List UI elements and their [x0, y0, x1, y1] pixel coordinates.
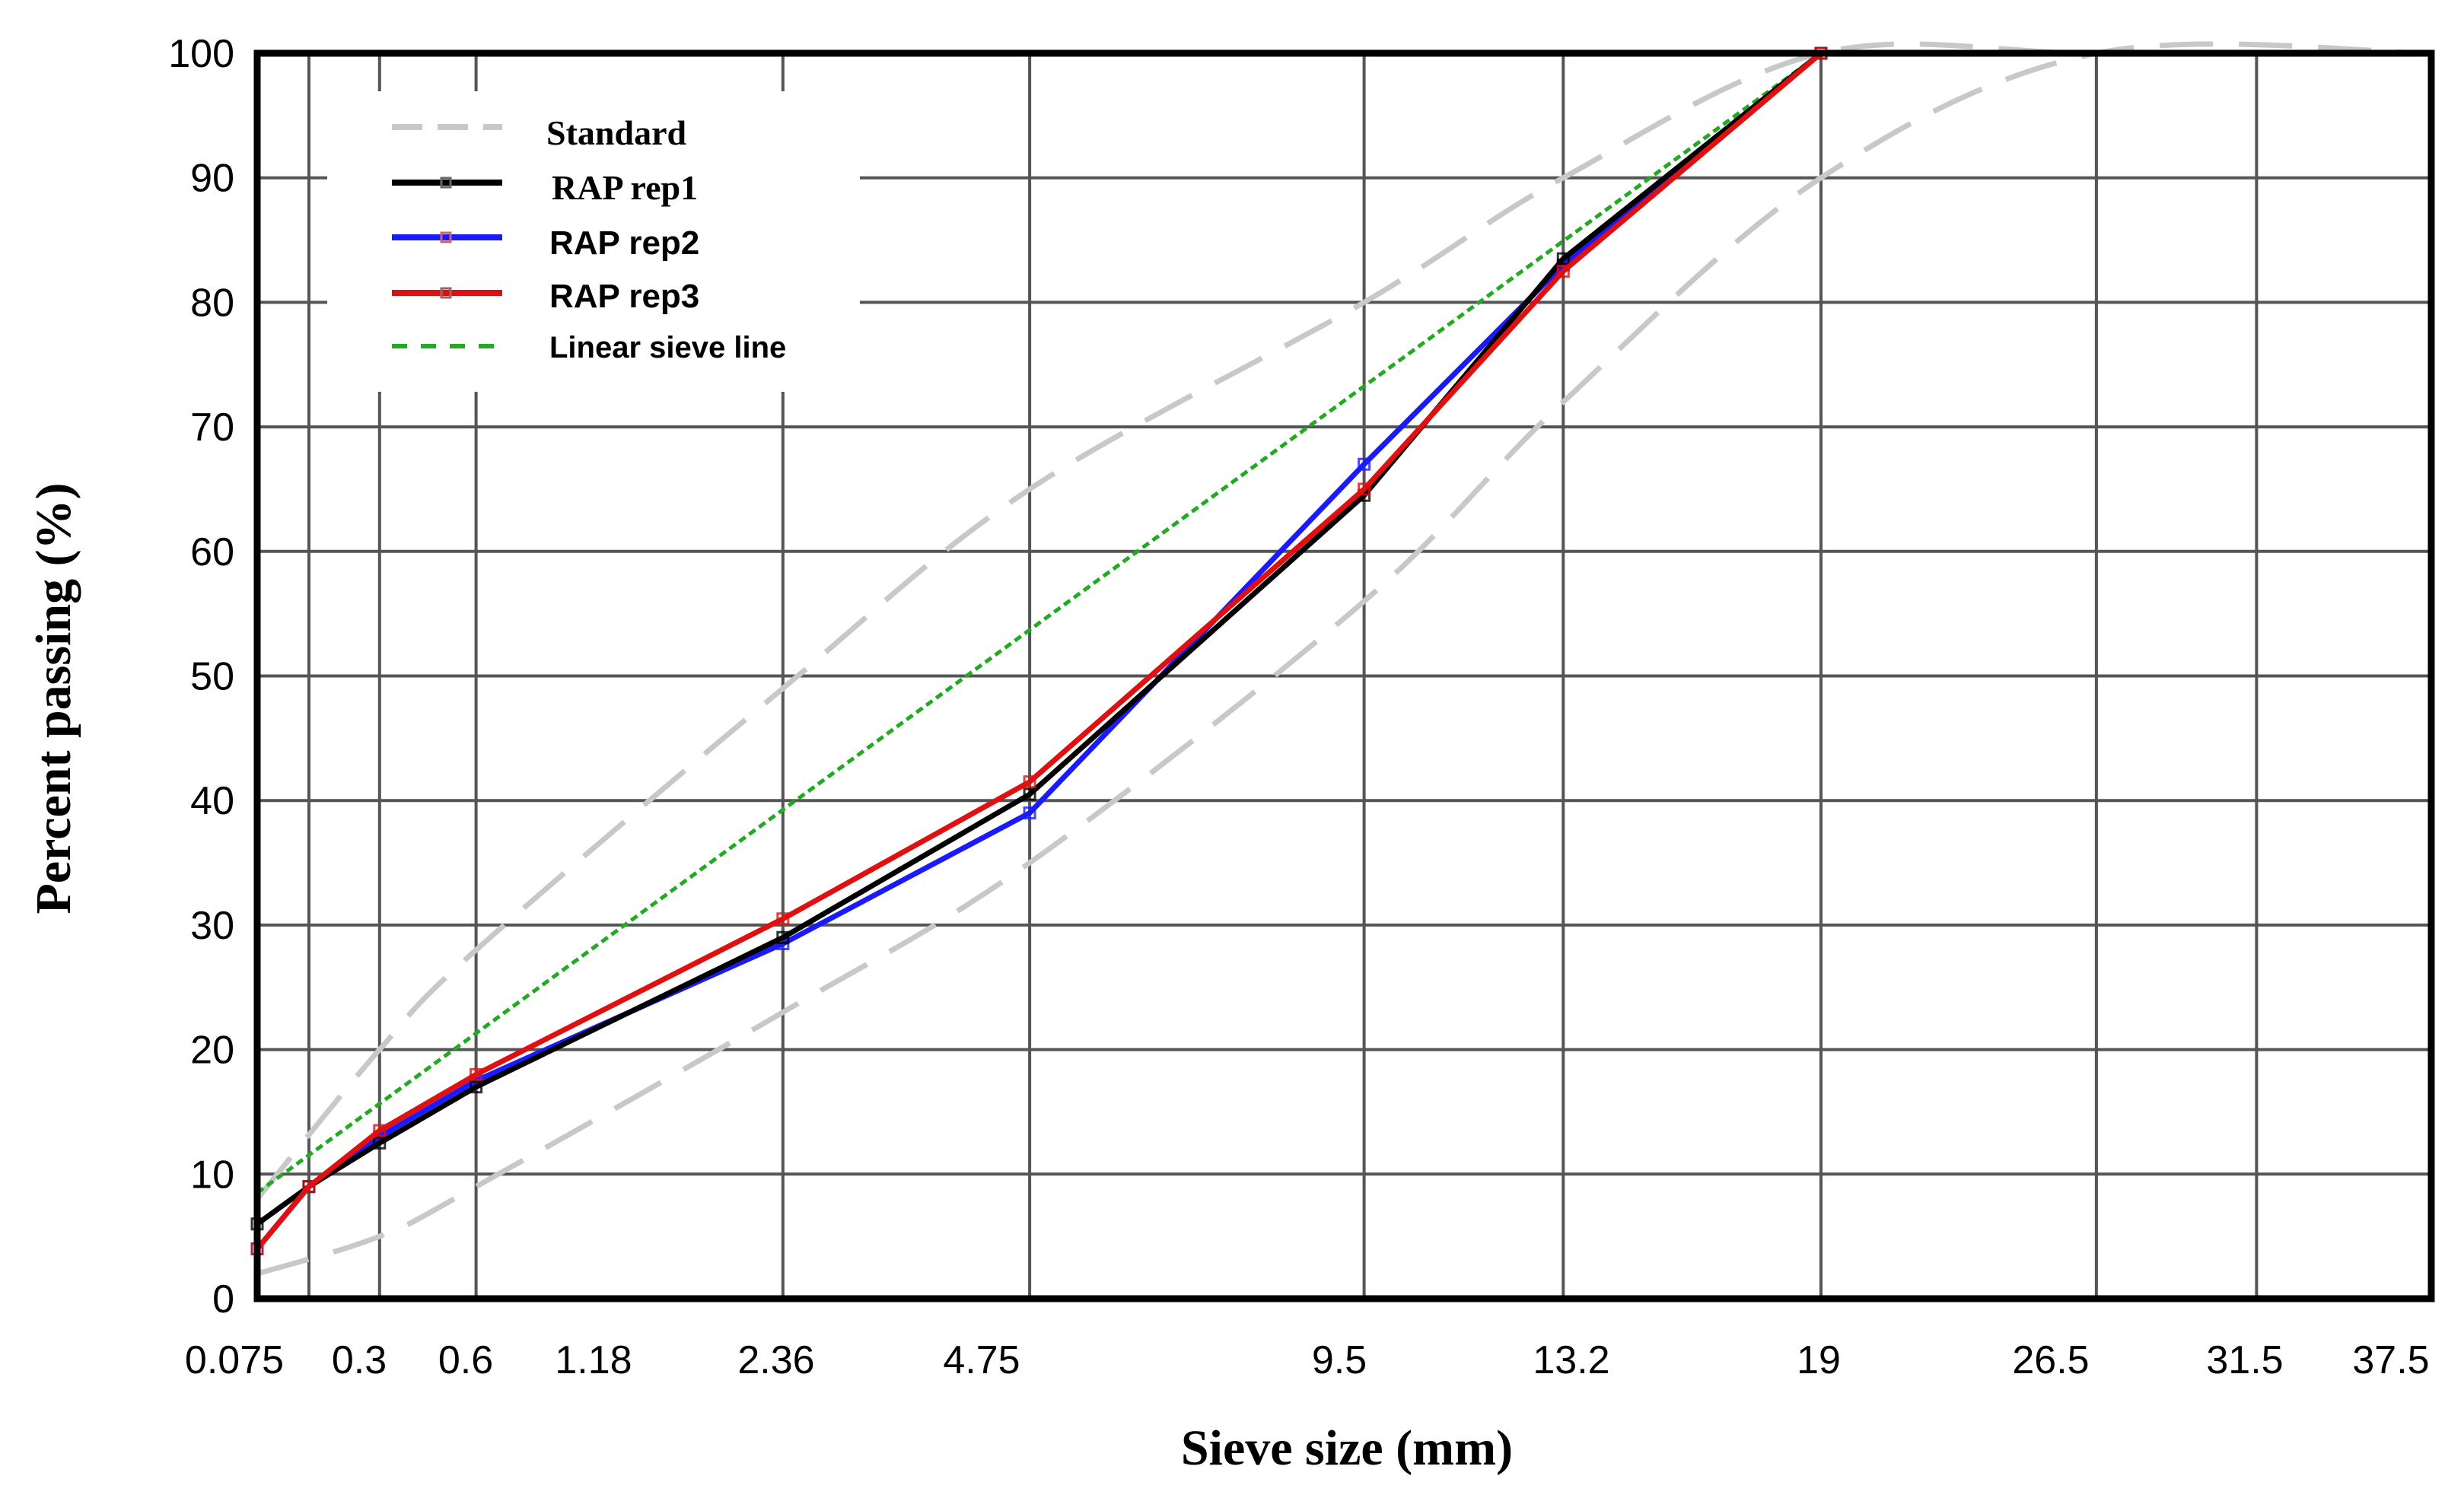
point-rap-rep3-7: [1556, 264, 1570, 278]
y-tick-label: 20: [190, 1029, 234, 1073]
legend: Standard RAP rep1 RAP rep2 RAP rep3 Line…: [327, 91, 860, 392]
x-tick-label: 0.075: [185, 1338, 284, 1382]
point-rap-rep2-5: [1023, 806, 1036, 820]
point-rap-rep1-7: [1556, 252, 1570, 266]
y-tick-labels: 0 10 20 30 40 50 60 70 80 90 100: [168, 32, 234, 1321]
point-rap-rep1-2: [373, 1136, 387, 1150]
x-axis-label: Sieve size (mm): [1181, 1420, 1513, 1476]
legend-label-rap-rep1: RAP rep1: [552, 168, 698, 207]
legend-marker-rap-rep2: [440, 231, 452, 243]
legend-label-rap-rep3: RAP rep3: [549, 278, 699, 315]
y-tick-label: 100: [168, 32, 234, 76]
y-axis-label: Percent passing (%): [26, 482, 81, 914]
point-rap-rep1-3: [470, 1080, 483, 1094]
legend-label-standard: Standard: [546, 113, 686, 152]
plot-frame: [253, 49, 2435, 1302]
y-tick-label: 10: [190, 1153, 234, 1197]
point-rap-rep3-1: [302, 1180, 316, 1194]
x-tick-label: 26.5: [2012, 1338, 2089, 1382]
series-line-linear-sieve-line: [256, 51, 1823, 1194]
x-tick-label: 37.5: [2352, 1338, 2429, 1382]
point-rap-rep3-2: [373, 1124, 387, 1137]
y-tick-label: 60: [190, 530, 234, 574]
x-tick-label: 31.5: [2206, 1338, 2283, 1382]
point-rap-rep3-3: [470, 1067, 483, 1081]
x-tick-label: 19: [1797, 1338, 1841, 1382]
point-rap-rep3-6: [1358, 482, 1371, 496]
x-tick-label: 13.2: [1533, 1338, 1609, 1382]
y-tick-label: 30: [190, 904, 234, 948]
x-tick-label: 1.18: [555, 1338, 632, 1382]
x-tick-label: 0.3: [332, 1338, 387, 1382]
y-tick-label: 40: [190, 779, 234, 823]
legend-marker-rap-rep3: [440, 287, 452, 299]
legend-marker-rap-rep1: [440, 177, 452, 189]
y-tick-label: 70: [190, 406, 234, 450]
x-tick-label: 0.6: [438, 1338, 493, 1382]
point-rap-rep2-6: [1358, 457, 1371, 471]
y-tick-label: 50: [190, 655, 234, 699]
point-rap-rep3-4: [776, 912, 790, 926]
y-tick-label: 80: [190, 281, 234, 325]
standard-band: [255, 41, 2432, 1277]
point-rap-rep3-5: [1023, 775, 1036, 789]
legend-label-rap-rep2: RAP rep2: [549, 224, 699, 262]
y-tick-label: 0: [212, 1277, 234, 1321]
standard-upper-limit: [255, 41, 2431, 1201]
y-tick-label: 90: [190, 157, 234, 201]
point-rap-rep1-4: [776, 930, 790, 944]
legend-box: [327, 91, 860, 392]
point-rap-rep1-5: [1023, 787, 1036, 801]
x-tick-label: 2.36: [737, 1338, 814, 1382]
standard-lower-limit: [256, 41, 2432, 1277]
x-tick-label: 9.5: [1312, 1338, 1367, 1382]
legend-label-linear-sieve-line: Linear sieve line: [549, 331, 786, 364]
x-tick-labels: 0.075 0.3 0.6 1.18 2.36 4.75 9.5 13.2 19 26.5 31.5…: [185, 1338, 2430, 1382]
x-tick-label: 4.75: [943, 1338, 1020, 1382]
